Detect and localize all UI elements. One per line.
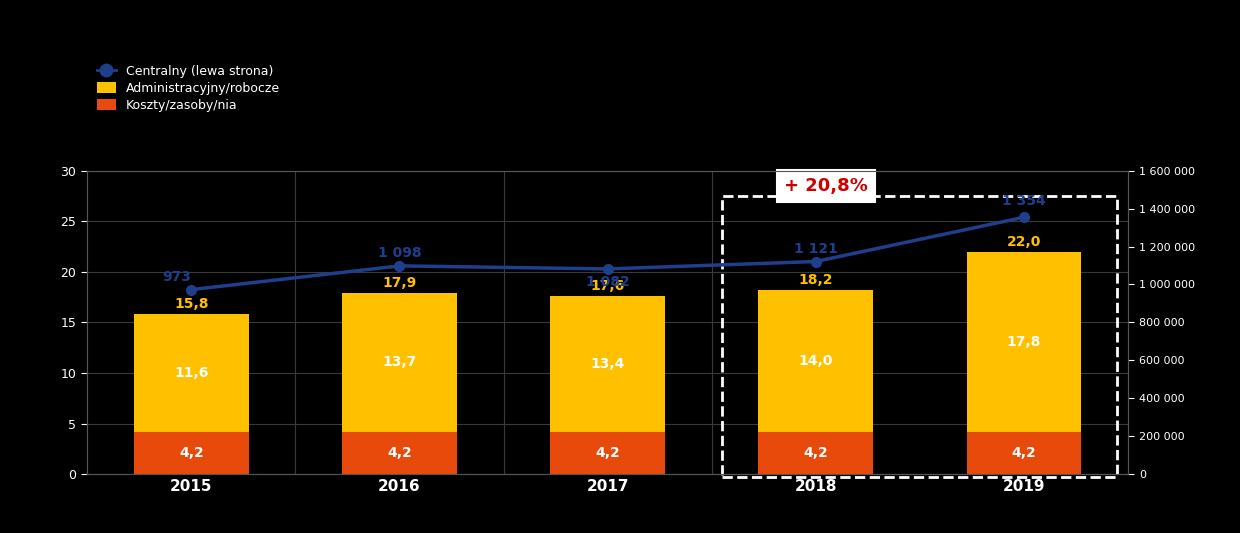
Text: 4,2: 4,2 bbox=[804, 446, 828, 460]
Bar bbox=[551, 296, 665, 432]
Bar bbox=[342, 293, 456, 432]
Text: 4,2: 4,2 bbox=[1012, 446, 1037, 460]
Text: 13,4: 13,4 bbox=[590, 357, 625, 371]
Legend: Centralny (lewa strona), Administracyjny/robocze, Koszty/zasoby/nia: Centralny (lewa strona), Administracyjny… bbox=[93, 61, 284, 115]
Text: 17,8: 17,8 bbox=[1007, 335, 1042, 349]
Text: 1 354: 1 354 bbox=[1002, 194, 1045, 208]
Text: 22,0: 22,0 bbox=[1007, 235, 1042, 248]
Bar bbox=[551, 432, 665, 474]
Text: 18,2: 18,2 bbox=[799, 273, 833, 287]
Bar bbox=[134, 432, 248, 474]
Bar bbox=[967, 432, 1081, 474]
Text: 13,7: 13,7 bbox=[382, 356, 417, 369]
Text: 4,2: 4,2 bbox=[387, 446, 412, 460]
Bar bbox=[722, 196, 1117, 478]
Text: 15,8: 15,8 bbox=[174, 297, 208, 311]
Text: 14,0: 14,0 bbox=[799, 354, 833, 368]
Text: 11,6: 11,6 bbox=[174, 366, 208, 380]
Text: 4,2: 4,2 bbox=[595, 446, 620, 460]
Bar bbox=[967, 252, 1081, 432]
Bar bbox=[759, 290, 873, 432]
Bar bbox=[342, 432, 456, 474]
Bar bbox=[759, 432, 873, 474]
Text: 1 121: 1 121 bbox=[794, 242, 838, 256]
Text: 4,2: 4,2 bbox=[179, 446, 203, 460]
Text: + 20,8%: + 20,8% bbox=[784, 177, 868, 195]
Text: 17,9: 17,9 bbox=[382, 276, 417, 290]
Bar bbox=[134, 314, 248, 432]
Text: 1 098: 1 098 bbox=[378, 246, 422, 260]
Text: 17,6: 17,6 bbox=[590, 279, 625, 293]
Text: 1 082: 1 082 bbox=[585, 274, 630, 288]
Text: 973: 973 bbox=[162, 270, 191, 284]
